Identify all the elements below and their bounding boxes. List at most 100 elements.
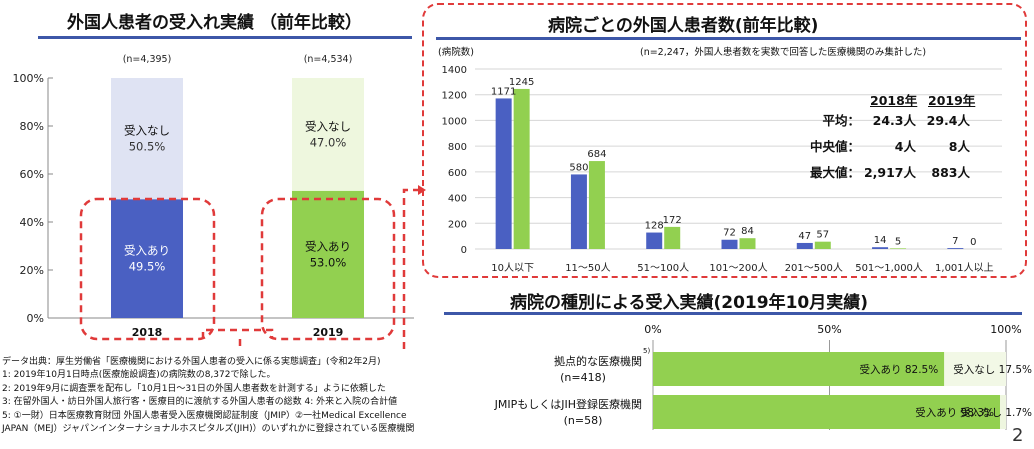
bar-ukeire-ari-2019 — [292, 190, 364, 318]
y-tick-label: 800 — [448, 142, 467, 153]
right-grouped-bar-chart: 02004006008001000120014001171124510人以下58… — [442, 65, 1002, 274]
y-category-label: JMIPもしくはJIH登録医療機関 — [494, 397, 642, 411]
bar-2018年-11～50人 — [570, 174, 587, 249]
data-label-nashi: 50.5% — [129, 140, 166, 154]
stats-median-2019: 8人 — [948, 139, 970, 154]
bar-ukeire-nashi-2018 — [111, 78, 183, 200]
stats-mean-2018: 24.3人 — [872, 113, 916, 128]
highlight-frame-right — [422, 3, 1027, 278]
left-title-rule — [38, 36, 412, 39]
connector-arrow-head — [418, 185, 426, 195]
stats-mean-2019: 29.4人 — [926, 113, 970, 128]
data-label-2019年: 684 — [587, 149, 606, 160]
x-category-label: 1,001人以上 — [935, 262, 994, 274]
bar-2018年-10人以下 — [495, 98, 512, 249]
bar-2019年-501～1,000人 — [890, 248, 907, 249]
x-category-label: 101～200人 — [709, 262, 767, 274]
stats-label-max: 最大値： — [809, 165, 860, 180]
x-category-label: 11～50人 — [565, 262, 610, 274]
y-tick-label: 80% — [20, 120, 44, 133]
footnote-5: 5: ①一財）日本医療教育財団 外国人患者受入医療機関認証制度（JMIP）②一社… — [2, 410, 407, 421]
right-chart-bars — [495, 88, 964, 249]
y-tick-label: 40% — [20, 216, 44, 229]
stats-label-median: 中央値： — [809, 139, 860, 154]
stats-header-2019: 2019年 — [928, 93, 976, 108]
bar-2019年-11～50人 — [588, 161, 605, 249]
x-category-label: 2019 — [313, 326, 344, 339]
footnote-1: 1: 2019年10月1日時点(医療施設調査)の病院数の8,372で除した。 — [2, 370, 276, 381]
bar-2018年-201～500人 — [796, 242, 813, 249]
series-label-ari: 受入あり — [305, 239, 351, 253]
right-bottom-chart-title: 病院の種別による受入実績(2019年10月実績) — [510, 293, 868, 313]
series-label-nashi: 受入なし — [124, 124, 170, 138]
bar-2019年-201～500人 — [814, 241, 831, 249]
data-label-2019年: 84 — [741, 226, 754, 237]
highlight-box-2018 — [79, 197, 216, 341]
x-category-label: 10人以下 — [491, 262, 534, 274]
left-chart-bars — [111, 78, 364, 318]
x-category-label: 51～100人 — [637, 262, 689, 274]
right-chart-text: 02004006008001000120014001171124510人以下58… — [442, 65, 994, 274]
y-tick-label: 600 — [448, 168, 467, 179]
footnote-2: 2: 2019年9月に調査票を配布し「10月1日～31日の外国人患者数を計測する… — [2, 383, 386, 394]
hbar-nashi-0 — [944, 352, 1006, 386]
data-label-2018年: 7 — [952, 236, 958, 247]
x-tick-label: 50% — [817, 323, 841, 336]
stats-label-mean: 平均： — [822, 113, 860, 128]
stats-median-2018: 4人 — [894, 139, 916, 154]
category-superscript: 5) — [643, 347, 650, 355]
bar-2019年-10人以下 — [513, 88, 530, 249]
bar-2018年-1,001人以上 — [947, 248, 964, 249]
footnote-3-4: 3: 在留外国人・訪日外国人旅行客・医療目的に渡航する外国人患者の総数 4: 外… — [2, 397, 398, 408]
data-label-2018年: 72 — [723, 228, 736, 239]
right-bottom-title-rule — [444, 312, 1022, 315]
data-label-2018年: 580 — [569, 162, 588, 173]
stats-header-2018: 2018年 — [870, 93, 918, 108]
hbar-ari-1 — [653, 395, 1000, 429]
data-label-2018年: 47 — [798, 231, 811, 242]
footnote-5-cont: JAPAN（MEJ）ジャパンインターナショナルホスピタルズ(JIH)）のいずれか… — [2, 424, 415, 435]
x-tick-label: 0% — [644, 323, 661, 336]
bar-2019年-101～200人 — [739, 238, 756, 249]
data-label-2019年: 1245 — [509, 77, 534, 88]
data-label-nashi: 47.0% — [310, 135, 347, 149]
y-tick-label: 200 — [448, 219, 467, 230]
footnote-source: データ出典：厚生労働省「医療機関における外国人患者の受入に係る実態調査」(令和2… — [2, 357, 381, 367]
y-tick-label: 1000 — [442, 116, 467, 127]
y-tick-label: 0 — [461, 245, 467, 256]
x-category-label: 501～1,000人 — [855, 262, 923, 274]
highlight-box-2019 — [260, 197, 396, 341]
hbar-nashi-1 — [999, 395, 1006, 429]
right-chart-grid — [475, 68, 1002, 250]
stats-max-2019: 883人 — [931, 165, 970, 180]
series-label-ari: 受入あり — [124, 244, 170, 258]
data-label-2018年: 14 — [874, 235, 887, 246]
y-tick-label: 100% — [13, 72, 44, 85]
x-tick-label: 100% — [990, 323, 1021, 336]
data-label-ari: 53.0% — [310, 255, 347, 269]
connector-2018-2019 — [201, 328, 274, 339]
left-stacked-bar-chart: 0% 20% 40% 60% 80% 100% 受入あり 49.5% 受入なし 50.5% (n=4… — [13, 54, 426, 350]
y-axis-label: (病院数) — [438, 47, 474, 58]
right-top-title-rule — [436, 37, 1021, 40]
sample-size-label: (n=4,395) — [123, 54, 172, 65]
footnotes: データ出典：厚生労働省「医療機関における外国人患者の受入に係る実態調査」(令和2… — [2, 356, 414, 436]
sample-size-label: (n=418) — [560, 371, 606, 384]
left-chart-title: 外国人患者の受入れ実績 （前年比較） — [67, 13, 362, 33]
y-tick-label: 60% — [20, 168, 44, 181]
data-label-2018年: 1171 — [491, 86, 516, 97]
bar-ukeire-ari-2018 — [111, 199, 183, 318]
bar-2018年-101～200人 — [721, 239, 738, 249]
y-tick-label: 1200 — [442, 91, 467, 102]
survey-note: (n=2,247，外国人患者数を実数で回答した医療機関のみ集計した) — [640, 47, 927, 58]
data-label-ari: 受入あり 82.5% — [860, 364, 939, 376]
right-top-chart-title: 病院ごとの外国人患者数(前年比較) — [548, 16, 819, 36]
data-label-2019年: 172 — [663, 215, 682, 226]
hbar-ari-0 — [653, 352, 945, 386]
y-category-label: 拠点的な医療機関 — [554, 354, 642, 368]
data-label-nashi: 受入なし 1.7% — [960, 407, 1032, 419]
page-number: 2 — [1012, 425, 1024, 446]
bar-2018年-501～1,000人 — [872, 247, 889, 249]
